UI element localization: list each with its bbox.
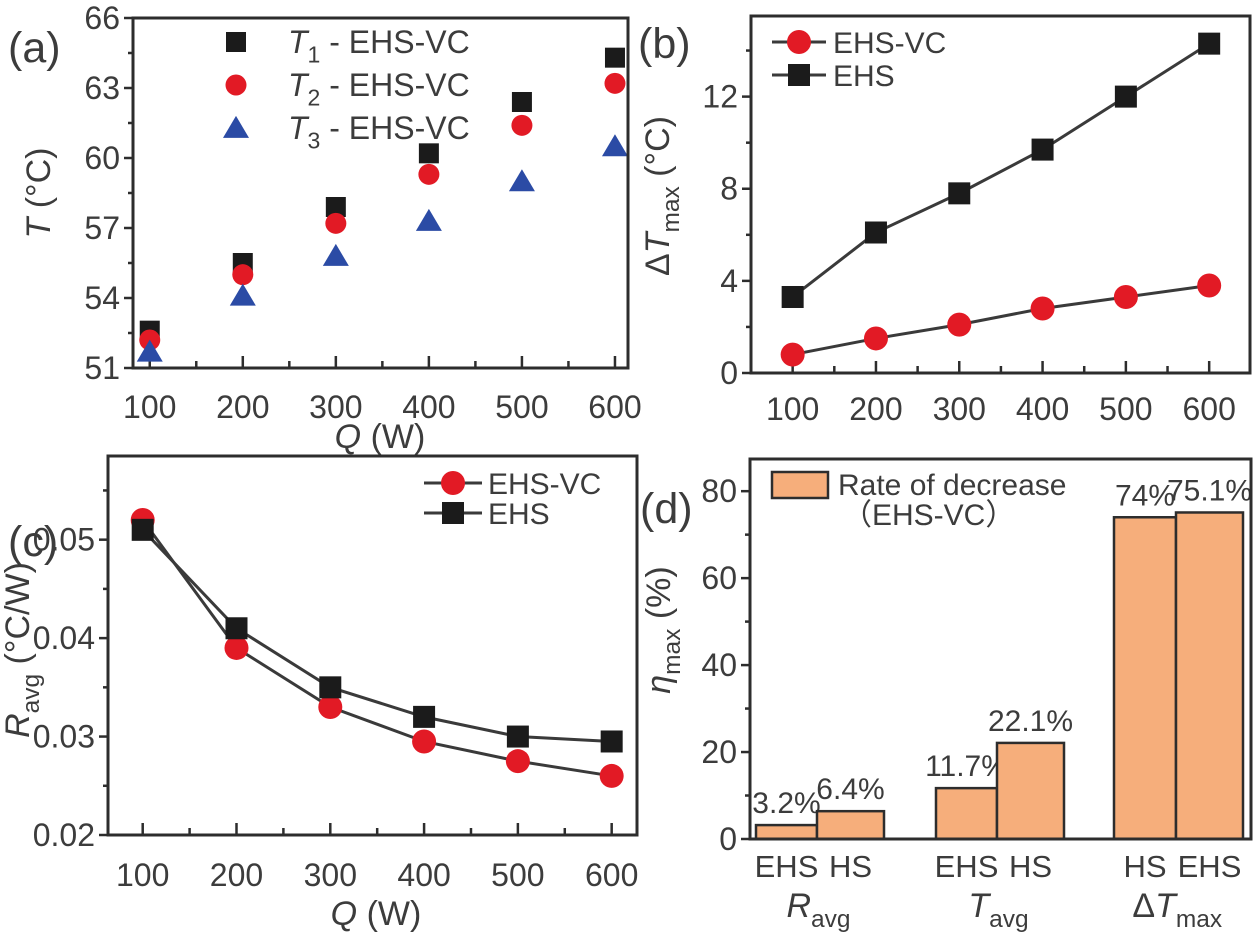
y-axis-title: Ravg (°C/W) [0, 562, 45, 738]
bar-value-label: 6.4% [816, 773, 884, 806]
y-tick-label: 51 [84, 350, 120, 386]
legend-swatch [770, 470, 830, 500]
legend-label: T2 - EHS-VC [288, 67, 470, 111]
x-tick-label: 500 [1099, 391, 1152, 427]
x-tick-label: 200 [216, 389, 269, 425]
y-axis-title: ΔTmax (°C) [639, 116, 685, 276]
x-tick-label: 600 [588, 389, 641, 425]
x-tick-label: 400 [402, 389, 455, 425]
x-tick-label: 600 [585, 857, 638, 893]
y-tick-label: 0.05 [33, 522, 95, 558]
x-tick-label: 100 [766, 391, 819, 427]
bar-R_avg-EHS [754, 823, 819, 841]
y-tick-label: 54 [84, 280, 120, 316]
x-tick-label: 300 [933, 391, 986, 427]
legend-label-line: Rate of decrease [838, 469, 1066, 502]
x-tick-label: 100 [123, 389, 176, 425]
y-tick-label: 0.02 [33, 817, 95, 853]
bar-value-label: 3.2% [752, 787, 820, 820]
panel-c: 0.02 0.03 0.04 0.05 100 200 300 400 500 600 Q (W) E… [0, 454, 639, 933]
y-tick-label: 20 [701, 734, 737, 770]
bar-value-label: 75.1% [1167, 474, 1252, 507]
y-axis-title: T (°C) [20, 147, 58, 238]
panel-letter: (b) [638, 20, 691, 68]
bar-tick-label: HS [1123, 849, 1166, 884]
bar-value-label: 74% [1115, 479, 1175, 512]
x-tick-label: 400 [1016, 391, 1069, 427]
y-axis-title: ηmax (%) [640, 566, 686, 693]
bar-tick-label: EHS [935, 849, 999, 884]
legend-label: T3 - EHS-VC [288, 110, 470, 154]
x-tick-label: 500 [491, 857, 544, 893]
plot-frame [749, 14, 1252, 375]
y-tick-label: 63 [84, 70, 120, 106]
series-line-EHS [791, 42, 1210, 299]
bar-group-label: ΔTmax [1132, 887, 1222, 933]
series-line-EHS-VC [792, 283, 1210, 357]
bar-tick-label: EHS [1178, 849, 1242, 884]
legend-label-line: （EHS-VC） [842, 499, 1015, 532]
y-tick-label: 66 [84, 0, 120, 36]
bar-value-label: 11.7% [925, 750, 1008, 783]
y-tick-label: 0 [719, 821, 737, 857]
legend-label: EHS-VC [488, 468, 601, 501]
bar-T_avg-HS [995, 741, 1066, 841]
bar-group-label: Tavg [968, 887, 1028, 933]
plot-frame [106, 454, 639, 837]
bar-tick-label: EHS [755, 849, 819, 884]
y-tick-label: 0.04 [33, 620, 95, 656]
y-tick-label: 4 [720, 263, 738, 299]
x-axis-title: Q (W) [335, 418, 426, 456]
bar-tick-label: HS [829, 849, 872, 884]
panel-letter: (a) [8, 24, 61, 72]
bar-T_avg-EHS [934, 786, 999, 841]
y-tick-label: 12 [702, 79, 738, 115]
x-tick-label: 200 [210, 857, 263, 893]
legend-label: EHS [488, 498, 550, 531]
y-tick-label: 57 [84, 210, 120, 246]
series-line-EHS-VC [141, 519, 612, 778]
x-axis-title: Q (W) [331, 895, 422, 933]
panel-letter: (c) [8, 518, 58, 566]
x-tick-label: 100 [116, 857, 169, 893]
bar-group-label: Ravg [786, 887, 850, 933]
panel-letter: (d) [640, 485, 693, 533]
x-tick-label: 300 [309, 389, 362, 425]
plot-frame [131, 16, 630, 370]
x-tick-label: 200 [849, 391, 902, 427]
y-tick-label: 8 [720, 171, 738, 207]
y-tick-label: 60 [701, 560, 737, 596]
panel-d: 0204060803.2%EHS6.4%HSRavg11.7%EHS22.1%H… [640, 457, 1253, 933]
legend-label: EHS-VC [833, 27, 946, 60]
bar-value-label: 22.1% [988, 705, 1073, 738]
plot-frame [748, 457, 1253, 841]
legend-label: T1 - EHS-VC [288, 24, 470, 68]
series-line-EHS [141, 528, 612, 743]
y-tick-label: 0 [720, 355, 738, 391]
bar-ΔT_max-EHS [1174, 511, 1245, 841]
x-tick-label: 600 [1182, 391, 1235, 427]
y-tick-label: 0.03 [33, 719, 95, 755]
bar-R_avg-HS [815, 809, 886, 841]
bar-tick-label: HS [1009, 849, 1052, 884]
panel-a: 51 54 57 60 63 66 100 200 300 400 500 600 Q (W) T1 - … [8, 0, 642, 456]
y-tick-label: 40 [701, 647, 737, 683]
x-tick-label: 400 [397, 857, 450, 893]
bar-ΔT_max-HS [1112, 516, 1178, 841]
x-tick-label: 300 [304, 857, 357, 893]
y-tick-label: 80 [701, 473, 737, 509]
y-tick-label: 60 [84, 140, 120, 176]
legend-label: EHS [833, 60, 895, 93]
x-tick-label: 500 [495, 389, 548, 425]
